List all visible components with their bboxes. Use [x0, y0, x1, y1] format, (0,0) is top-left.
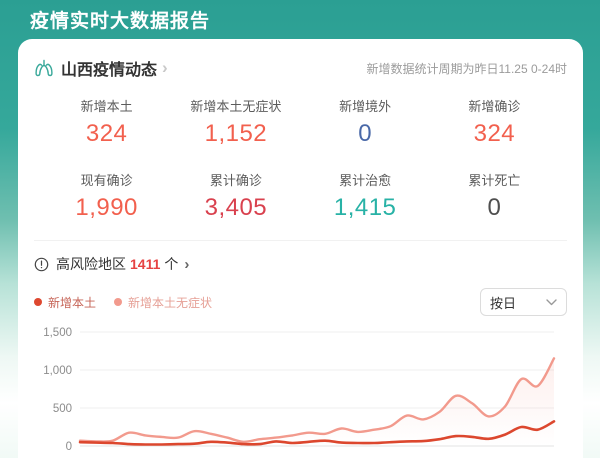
- risk-label: 高风险地区: [56, 256, 126, 272]
- risk-count: 1411: [130, 256, 161, 272]
- period-note: 新增数据统计周期为昨日11.25 0-24时: [366, 61, 568, 76]
- stat-total-cured: 累计治愈 1,415: [333, 173, 397, 221]
- app-header: 疫情实时大数据报告: [0, 0, 600, 39]
- stat-current-confirmed: 现有确诊 1,990: [75, 173, 138, 221]
- svg-text:500: 500: [53, 403, 72, 415]
- alert-circle-icon: [34, 257, 49, 271]
- stat-new-imported: 新增境外 0: [339, 99, 392, 147]
- svg-text:1,000: 1,000: [43, 365, 72, 377]
- chart-controls-row: 新增本土 新增本土无症状 按日: [34, 288, 567, 316]
- high-risk-areas-row[interactable]: 高风险地区 1411 个 ›: [34, 240, 567, 274]
- stat-new-confirmed: 新增确诊 324: [468, 99, 521, 147]
- stat-total-confirmed: 累计确诊 3,405: [204, 173, 268, 221]
- period-dropdown-value: 按日: [490, 295, 517, 311]
- legend-item-new-local-asymptomatic[interactable]: 新增本土无症状: [114, 294, 212, 311]
- legend-dot: [114, 298, 123, 306]
- svg-text:0: 0: [66, 441, 72, 453]
- risk-unit: 个: [164, 256, 179, 272]
- line-chart-svg: 05001,0001,50010.2710.2910.3111.211.411.…: [43, 327, 561, 458]
- legend-item-new-local[interactable]: 新增本土: [34, 294, 96, 311]
- period-dropdown[interactable]: 按日: [480, 288, 567, 316]
- chevron-down-icon: [546, 298, 557, 305]
- page-title: 疫情实时大数据报告: [30, 11, 211, 32]
- report-card: 山西疫情动态 › 新增数据统计周期为昨日11.25 0-24时 新增本土 324…: [18, 39, 583, 458]
- chevron-right-icon[interactable]: ›: [162, 58, 168, 77]
- legend-dot: [34, 298, 42, 306]
- region-title[interactable]: 山西疫情动态: [61, 62, 158, 79]
- chevron-right-icon[interactable]: ›: [184, 255, 190, 273]
- svg-text:1,500: 1,500: [43, 327, 72, 339]
- stat-new-local-asymptomatic: 新增本土无症状 1,152: [190, 99, 282, 147]
- card-header: 山西疫情动态 › 新增数据统计周期为昨日11.25 0-24时: [32, 39, 569, 80]
- lung-icon: [35, 59, 53, 77]
- trend-chart: 05001,0001,50010.2710.2910.3111.211.411.…: [32, 320, 569, 458]
- stat-total-deaths: 累计死亡 0: [468, 173, 521, 221]
- stat-new-local: 新增本土 324: [80, 99, 133, 147]
- stats-grid: 新增本土 324 新增本土无症状 1,152 新增境外 0 新增确诊 324 现…: [42, 96, 559, 222]
